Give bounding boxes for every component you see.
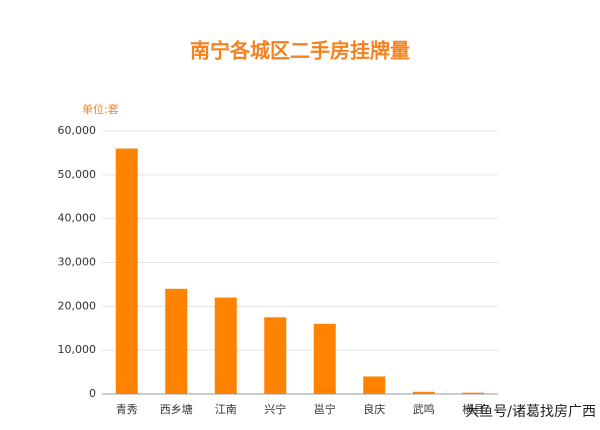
bar [313,323,336,394]
bar [115,148,138,394]
y-tick-label: 60,000 [58,124,97,137]
y-tick-label: 20,000 [58,299,97,312]
y-tick-label: 0 [89,387,96,400]
x-tick-label: 兴宁 [264,402,286,416]
x-tick-label: 邕宁 [314,402,336,416]
x-tick-label: 良庆 [363,402,385,416]
bar [363,376,386,394]
x-tick-label: 西乡塘 [160,402,193,416]
x-tick-label: 横县 [462,402,484,416]
bar [264,317,287,394]
chart-title: 南宁各城区二手房挂牌量 [190,39,410,63]
watermark: 大鱼号/诸葛找房广西 [465,403,596,420]
x-tick-label: 江南 [215,403,237,416]
y-tick-label: 40,000 [58,212,97,225]
unit-label: 单位:套 [82,102,119,116]
bar [214,297,237,394]
bar [412,391,435,394]
x-tick-label: 武鸣 [413,402,435,416]
y-tick-label: 10,000 [58,343,97,356]
x-tick-label: 青秀 [116,403,138,416]
y-tick-label: 50,000 [58,168,97,181]
y-tick-label: 30,000 [58,256,97,269]
bar [462,392,485,394]
bar [165,288,188,394]
